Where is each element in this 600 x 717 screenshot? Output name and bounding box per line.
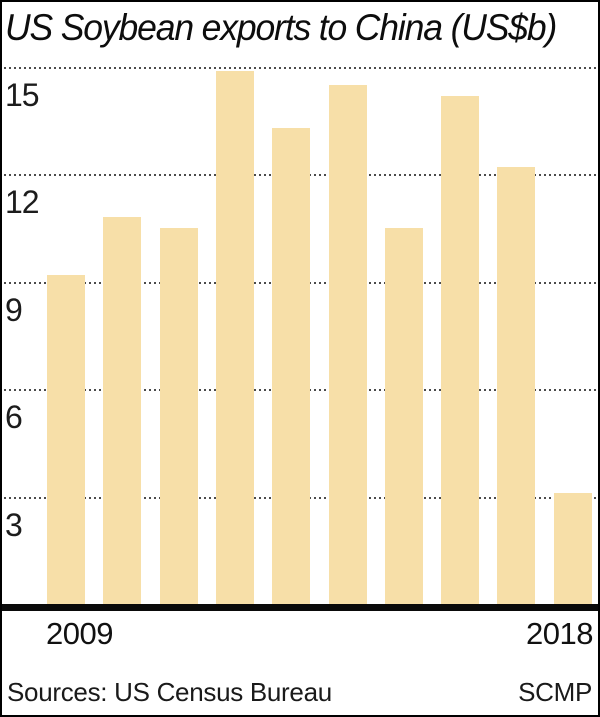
bar-2013 [272,128,311,604]
bar-2016 [441,96,480,604]
plot-area: 15 12 9 6 3 [2,54,598,604]
footer: Sources: US Census Bureau SCMP [2,677,598,708]
x-axis-line [2,604,598,611]
y-tick-label-3: 3 [5,506,23,543]
x-axis-labels: 2009 2018 [2,614,598,658]
bar-2017 [497,167,536,604]
bar-2015 [384,228,423,604]
bar-2010 [103,217,142,604]
chart-title: US Soybean exports to China (US$b) [5,7,557,48]
x-tick-label-first: 2009 [46,616,113,651]
credit-text: SCMP [518,677,592,707]
bar-2018 [553,493,592,604]
x-tick-label-last: 2018 [526,616,593,651]
gridline-15 [4,67,598,69]
y-tick-label-12: 12 [5,184,40,221]
bar-2012 [215,71,254,604]
bar-2011 [159,228,198,604]
y-tick-label-9: 9 [5,291,23,328]
bar-2009 [47,275,85,604]
source-text: Sources: US Census Bureau [7,677,332,707]
y-tick-label-15: 15 [5,77,40,113]
bar-2014 [328,85,367,604]
y-tick-label-6: 6 [5,399,23,436]
